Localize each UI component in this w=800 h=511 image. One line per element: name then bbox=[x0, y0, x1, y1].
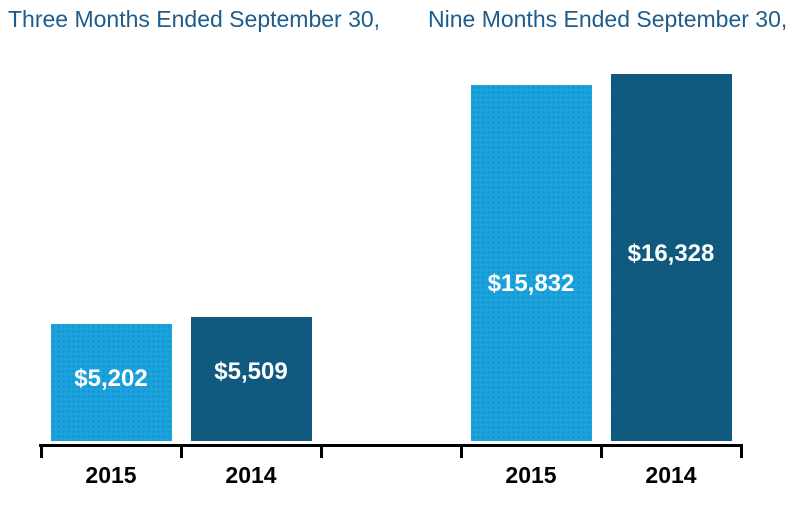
x-axis-tick bbox=[179, 444, 183, 458]
bar-value-label-nine-months-2014: $16,328 bbox=[627, 240, 715, 267]
bar-nine-months-2015 bbox=[470, 85, 592, 441]
x-axis-year-label-three-months-2015: 2015 bbox=[85, 462, 137, 488]
bar-nine-months-2014 bbox=[610, 74, 732, 441]
x-axis-tick bbox=[459, 444, 463, 458]
x-axis-year-label-nine-months-2014: 2014 bbox=[645, 462, 697, 488]
bar-value-label-three-months-2014: $5,509 bbox=[214, 358, 288, 385]
bar-three-months-2014 bbox=[190, 317, 312, 441]
bar-value-label-nine-months-2015: $15,832 bbox=[487, 270, 575, 297]
x-axis-year-label-three-months-2014: 2014 bbox=[225, 462, 277, 488]
x-axis-tick bbox=[39, 444, 43, 458]
chart-title-nine-months: Nine Months Ended September 30, bbox=[428, 6, 788, 32]
x-axis-tick bbox=[319, 444, 323, 458]
x-axis-year-label-nine-months-2015: 2015 bbox=[505, 462, 557, 488]
x-axis-tick bbox=[599, 444, 603, 458]
bar-value-label-three-months-2015: $5,202 bbox=[74, 365, 148, 392]
bar-three-months-2015 bbox=[50, 324, 172, 441]
x-axis-line bbox=[39, 444, 743, 447]
x-axis-tick bbox=[739, 444, 743, 458]
chart-title-three-months: Three Months Ended September 30, bbox=[8, 6, 381, 32]
